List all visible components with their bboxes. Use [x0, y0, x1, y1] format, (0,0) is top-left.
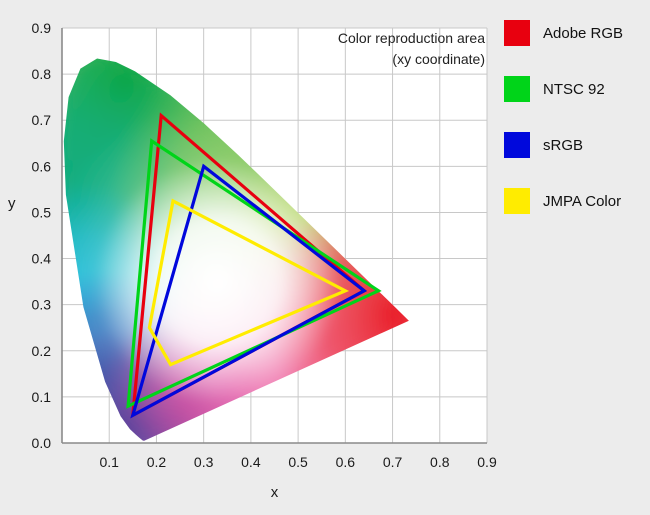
legend-item-adobe-rgb: Adobe RGB [504, 20, 623, 46]
chart-title: Color reproduction area (xy coordinate) [338, 28, 485, 70]
x-tick-label: 0.7 [383, 454, 403, 470]
legend-swatch-srgb [504, 132, 530, 158]
legend-item-jmpa-color: JMPA Color [504, 188, 623, 214]
legend-label: sRGB [543, 136, 584, 154]
x-axis-label: x [271, 484, 279, 501]
gamut-jmpa-color [147, 198, 350, 367]
legend-swatch-jmpa-color [504, 188, 530, 214]
chart-title-line2: (xy coordinate) [392, 51, 485, 67]
legend-label: Adobe RGB [543, 24, 624, 42]
y-tick-label: 0.2 [32, 343, 52, 359]
legend-swatch-adobe-rgb [504, 20, 530, 46]
y-tick-label: 0.0 [32, 435, 52, 451]
y-tick-label: 0.4 [32, 251, 52, 267]
y-axis-label: y [8, 195, 16, 212]
x-tick-label: 0.4 [241, 454, 261, 470]
x-tick-label: 0.3 [194, 454, 214, 470]
legend-swatch-ntsc-92 [504, 76, 530, 102]
legend-label: NTSC 92 [543, 80, 605, 98]
x-tick-label: 0.1 [99, 454, 119, 470]
y-tick-label: 0.1 [32, 389, 52, 405]
x-tick-label: 0.5 [288, 454, 308, 470]
legend-label: JMPA Color [543, 192, 622, 210]
y-tick-label: 0.5 [32, 204, 52, 220]
legend: Adobe RGB NTSC 92 sRGB JMPA Color [504, 20, 623, 214]
chart-title-line1: Color reproduction area [337, 30, 485, 46]
x-tick-label: 0.6 [336, 454, 356, 470]
y-tick-label: 0.7 [32, 112, 52, 128]
x-tick-label: 0.8 [430, 454, 450, 470]
y-tick-label: 0.6 [32, 158, 52, 174]
x-tick-label: 0.2 [147, 454, 167, 470]
y-tick-label: 0.3 [32, 297, 52, 313]
gamut-srgb [130, 163, 368, 419]
y-tick-label: 0.9 [32, 20, 52, 36]
x-tick-label: 0.9 [477, 454, 497, 470]
legend-item-srgb: sRGB [504, 132, 623, 158]
legend-item-ntsc-92: NTSC 92 [504, 76, 623, 102]
y-tick-label: 0.8 [32, 66, 52, 82]
